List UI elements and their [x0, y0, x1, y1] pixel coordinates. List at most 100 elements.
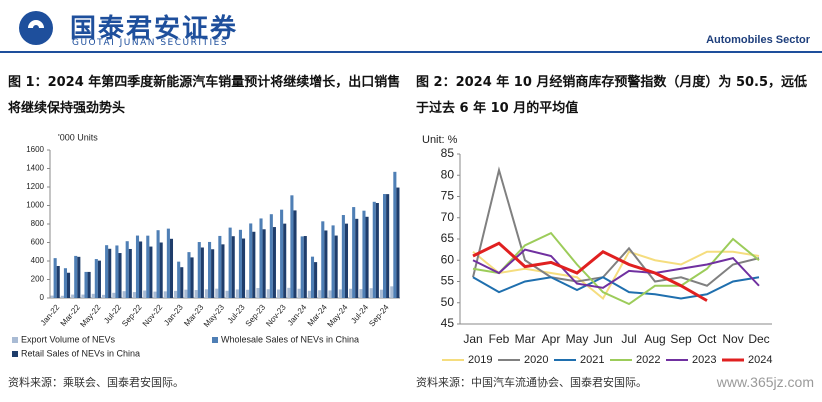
- bar: [379, 289, 384, 298]
- bar: [338, 289, 342, 298]
- series-line: [472, 250, 760, 301]
- legend-label: 2024: [748, 354, 772, 366]
- y-tick-label: 75: [441, 189, 455, 203]
- bar: [156, 230, 160, 298]
- bar: [194, 290, 198, 298]
- x-tick-label: Jan-22: [39, 302, 62, 327]
- legend-label: 2020: [524, 354, 548, 366]
- bar: [241, 238, 246, 298]
- bar: [396, 187, 400, 298]
- bar: [125, 241, 129, 298]
- legend-swatch: [12, 351, 18, 357]
- y-tick-label: 0: [40, 293, 45, 302]
- y-tick-label: 45: [441, 316, 455, 330]
- x-tick-label: Mar: [515, 332, 536, 346]
- bar: [190, 257, 194, 298]
- bar: [115, 245, 119, 298]
- bar: [393, 171, 397, 298]
- x-tick-label: Jan-23: [162, 302, 185, 327]
- watermark: www.365jz.com: [716, 374, 814, 390]
- x-tick-label: May-23: [202, 302, 226, 329]
- bar: [94, 259, 98, 298]
- bar: [177, 261, 181, 298]
- bar: [328, 290, 332, 298]
- y-axis-label: Unit: %: [422, 134, 458, 146]
- x-tick-label: Sep-23: [244, 302, 268, 328]
- bar: [272, 227, 276, 298]
- bar: [349, 288, 353, 298]
- bar: [197, 242, 201, 298]
- bar: [383, 194, 387, 298]
- series-line: [472, 248, 760, 289]
- x-tick-label: May: [566, 332, 589, 346]
- bar: [101, 294, 106, 298]
- x-tick-label: Jul: [621, 332, 636, 346]
- bar: [290, 195, 294, 298]
- x-tick-label: Oct: [698, 332, 717, 346]
- bar: [56, 265, 60, 298]
- y-tick-label: 60: [441, 252, 455, 266]
- series-line: [472, 231, 760, 306]
- bar: [300, 236, 304, 298]
- x-tick-label: Dec: [748, 332, 769, 346]
- bar: [187, 252, 191, 298]
- bar: [262, 229, 266, 298]
- bar: [225, 290, 229, 298]
- bar: [184, 289, 188, 298]
- bar: [269, 214, 273, 298]
- bar: [344, 223, 349, 298]
- bar: [238, 229, 242, 298]
- bar: [231, 236, 235, 298]
- bar: [81, 294, 85, 298]
- bar: [180, 267, 184, 298]
- header-rule: [0, 51, 822, 53]
- y-tick-label: 70: [441, 210, 455, 224]
- y-tick-label: 800: [31, 219, 45, 228]
- bar: [166, 228, 170, 298]
- legend-label: Retail Sales of NEVs in China: [21, 348, 140, 358]
- bar: [355, 218, 359, 298]
- x-tick-label: Nov: [722, 332, 743, 346]
- x-tick-label: Apr: [542, 332, 561, 346]
- bar: [84, 271, 88, 298]
- figure-title: 图 2：2024 年 10 月经销商库存预警指数（月度）为 50.5，远低于过去…: [416, 75, 808, 116]
- bar: [324, 230, 328, 298]
- y-tick-label: 1000: [26, 201, 44, 210]
- bar: [66, 272, 71, 298]
- x-tick-label: Jan-24: [286, 302, 309, 327]
- bar: [153, 291, 157, 298]
- sector: Automobiles Sector: [706, 34, 810, 46]
- bar: [369, 288, 373, 298]
- bar: [390, 286, 394, 298]
- bar: [77, 256, 81, 298]
- bar: [293, 210, 297, 298]
- bar: [341, 215, 345, 298]
- legend-label: Export Volume of NEVs: [21, 334, 116, 344]
- bar: [249, 223, 253, 298]
- bar: [365, 216, 369, 298]
- x-tick-label: Nov-23: [264, 302, 288, 328]
- legend-label: 2023: [692, 354, 716, 366]
- x-tick-label: Aug: [644, 332, 665, 346]
- bar: [143, 290, 147, 298]
- bar: [60, 295, 64, 298]
- legend-label: Wholesale Sales of NEVs in China: [221, 334, 359, 344]
- bar: [362, 210, 366, 298]
- bar: [218, 235, 222, 298]
- bar: [297, 288, 301, 298]
- bar: [372, 201, 376, 298]
- bar: [314, 262, 318, 298]
- bar: [174, 290, 178, 298]
- y-tick-label: 1200: [26, 182, 44, 191]
- legend-label: 2022: [636, 354, 660, 366]
- bar: [287, 287, 291, 298]
- y-tick-label: 400: [31, 256, 45, 265]
- x-tick-label: May-24: [325, 302, 349, 329]
- legend-label: 2019: [468, 354, 492, 366]
- bar: [318, 290, 322, 298]
- y-tick-label: 1400: [26, 164, 44, 173]
- bar: [200, 247, 204, 298]
- bar: [87, 271, 91, 298]
- y-tick-label: 65: [441, 231, 455, 245]
- x-tick-label: Feb: [489, 332, 510, 346]
